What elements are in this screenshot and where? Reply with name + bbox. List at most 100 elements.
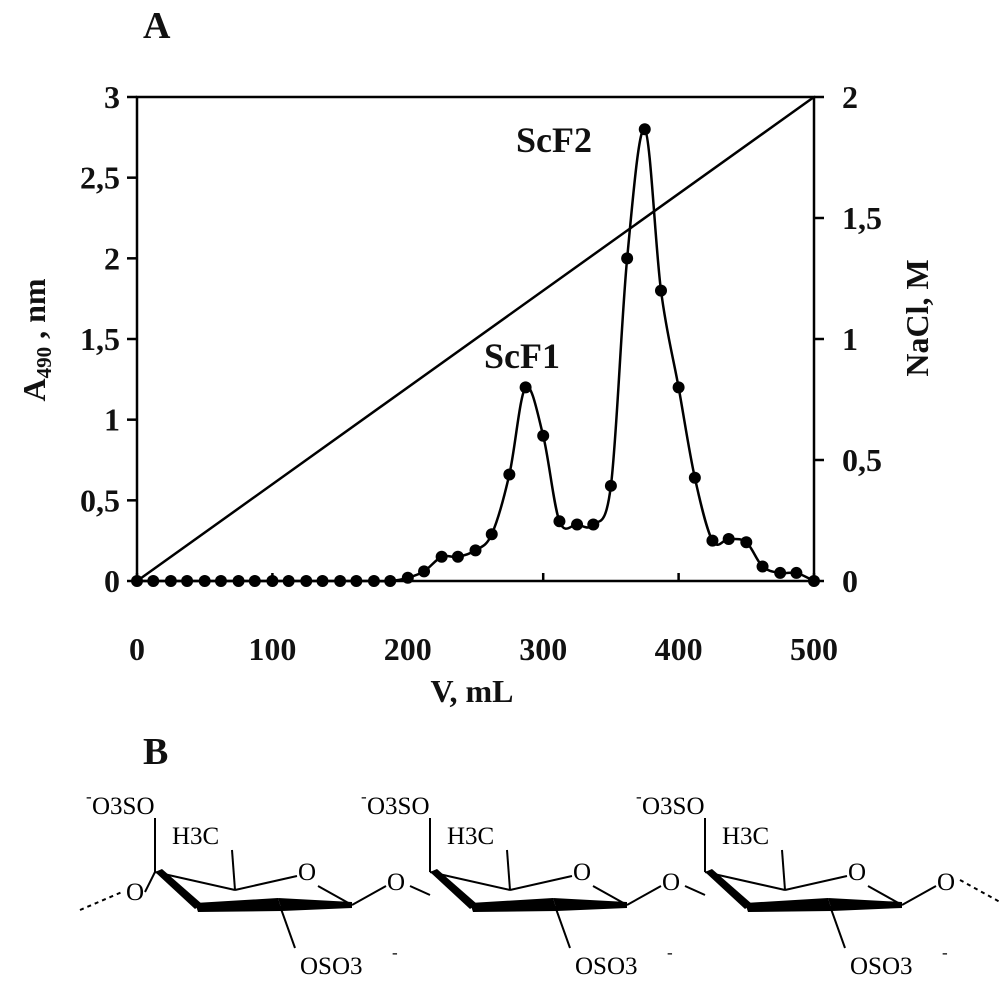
x-axis: 0 100 200 300 400 500 bbox=[129, 573, 838, 667]
a490-data-point bbox=[519, 381, 532, 394]
linkage-bond-2b bbox=[684, 885, 706, 896]
a490-data-point bbox=[706, 534, 719, 547]
y-left-tick-label: 1,5 bbox=[80, 321, 120, 357]
svg-text:H3C: H3C bbox=[447, 823, 494, 850]
sugar-unit-3: O O H3C - O3SO OSO3 - bbox=[636, 787, 955, 980]
y-left-tick-label: 3 bbox=[104, 79, 120, 115]
svg-text:H3C: H3C bbox=[172, 823, 219, 850]
svg-text:O: O bbox=[937, 869, 955, 896]
a490-data-point bbox=[638, 123, 651, 136]
a490-data-point bbox=[248, 575, 261, 587]
y-left-tick-label: 1 bbox=[104, 402, 120, 438]
a490-data-point bbox=[654, 284, 667, 297]
svg-text:-: - bbox=[86, 787, 92, 806]
a490-data-point bbox=[181, 575, 194, 587]
svg-text:O3SO: O3SO bbox=[92, 793, 155, 820]
a490-data-point bbox=[571, 518, 584, 531]
svg-text:-: - bbox=[392, 943, 398, 962]
svg-text:OSO3: OSO3 bbox=[850, 953, 913, 980]
svg-text:H3C: H3C bbox=[722, 823, 769, 850]
svg-text:-: - bbox=[942, 943, 948, 962]
a490-data-point bbox=[808, 575, 820, 587]
a490-data-point bbox=[131, 575, 143, 587]
sugar-unit-1: O O H3C - O3SO OSO3 - bbox=[86, 787, 398, 980]
y-right-tick-label: 0 bbox=[842, 563, 858, 599]
a490-data-point bbox=[316, 575, 329, 587]
svg-text:-: - bbox=[667, 943, 673, 962]
y-right-tick-label: 1,5 bbox=[842, 200, 882, 236]
x-tick-label: 100 bbox=[248, 631, 296, 667]
panel-b-label: B bbox=[143, 731, 168, 773]
linkage-bond-1b bbox=[409, 885, 431, 896]
a490-data-point bbox=[469, 544, 482, 557]
a490-data-point bbox=[164, 575, 177, 587]
y-left-title-main: A bbox=[16, 378, 52, 401]
svg-text:O3SO: O3SO bbox=[367, 793, 430, 820]
a490-data-point bbox=[756, 560, 769, 573]
annotation-scf2: ScF2 bbox=[516, 120, 592, 160]
a490-data-point bbox=[266, 575, 279, 587]
a490-data-point bbox=[537, 429, 550, 442]
svg-text:O: O bbox=[573, 859, 591, 886]
y-left-tick-label: 0 bbox=[104, 563, 120, 599]
y-left-tick-label: 0,5 bbox=[80, 482, 120, 518]
svg-text:O: O bbox=[298, 859, 316, 886]
y-right-tick-label: 0,5 bbox=[842, 442, 882, 478]
svg-text:O3SO: O3SO bbox=[642, 793, 705, 820]
a490-data-point bbox=[503, 468, 516, 481]
y-left-title-sub: 490 bbox=[32, 347, 56, 379]
sugar-unit-2: O H3C - O3SO OSO3 - bbox=[361, 787, 673, 980]
a490-data-point bbox=[722, 533, 735, 546]
a490-data-point bbox=[334, 575, 347, 587]
right-dashed-bond bbox=[959, 879, 1001, 903]
linkage-bond-2a bbox=[626, 885, 662, 906]
a490-data-point bbox=[147, 575, 160, 587]
y-axis-right: 0 0,5 1 1,5 2 bbox=[814, 79, 882, 599]
a490-data-point bbox=[485, 528, 498, 541]
a490-series-points bbox=[131, 123, 820, 587]
svg-text:A490 , nm: A490 , nm bbox=[16, 278, 56, 401]
a490-data-point bbox=[672, 381, 685, 394]
y-axis-left-title: A490 , nm bbox=[16, 278, 56, 401]
x-tick-label: 0 bbox=[129, 631, 145, 667]
panel-a-label: A bbox=[143, 5, 171, 47]
a490-data-point bbox=[282, 575, 295, 587]
left-dashed-bond bbox=[79, 891, 123, 911]
y-left-tick-label: 2,5 bbox=[80, 160, 120, 196]
y-right-tick-label: 1 bbox=[842, 321, 858, 357]
svg-text:OSO3: OSO3 bbox=[575, 953, 638, 980]
a490-data-point bbox=[401, 571, 414, 584]
y-axis-right-title: NaCl, M bbox=[899, 259, 935, 376]
svg-text:OSO3: OSO3 bbox=[300, 953, 363, 980]
a490-data-point bbox=[214, 575, 227, 587]
x-tick-label: 200 bbox=[384, 631, 432, 667]
svg-text:-: - bbox=[636, 787, 642, 806]
a490-data-point bbox=[740, 536, 753, 549]
a490-data-point bbox=[790, 566, 803, 579]
a490-data-point bbox=[587, 518, 600, 531]
a490-data-point bbox=[451, 550, 464, 563]
x-tick-label: 300 bbox=[519, 631, 567, 667]
a490-data-point bbox=[774, 566, 787, 579]
linkage-oxygen-2: O bbox=[662, 869, 680, 896]
annotation-scf1: ScF1 bbox=[484, 336, 560, 376]
a490-data-point bbox=[300, 575, 313, 587]
linkage-bond-1a bbox=[351, 885, 387, 906]
x-axis-title: V, mL bbox=[431, 673, 514, 709]
x-tick-label: 400 bbox=[655, 631, 703, 667]
svg-text:O: O bbox=[126, 879, 144, 906]
x-tick-label: 500 bbox=[790, 631, 838, 667]
a490-data-point bbox=[350, 575, 363, 587]
y-right-tick-label: 2 bbox=[842, 79, 858, 115]
a490-data-point bbox=[232, 575, 245, 587]
a490-data-point bbox=[435, 550, 448, 563]
y-left-title-rest: , nm bbox=[16, 278, 52, 347]
a490-data-point bbox=[553, 515, 566, 528]
a490-data-point bbox=[688, 471, 701, 484]
a490-data-point bbox=[384, 575, 397, 587]
a490-data-point bbox=[604, 479, 617, 492]
a490-data-point bbox=[367, 575, 380, 587]
svg-text:-: - bbox=[361, 787, 367, 806]
nacl-gradient-line bbox=[136, 95, 815, 583]
